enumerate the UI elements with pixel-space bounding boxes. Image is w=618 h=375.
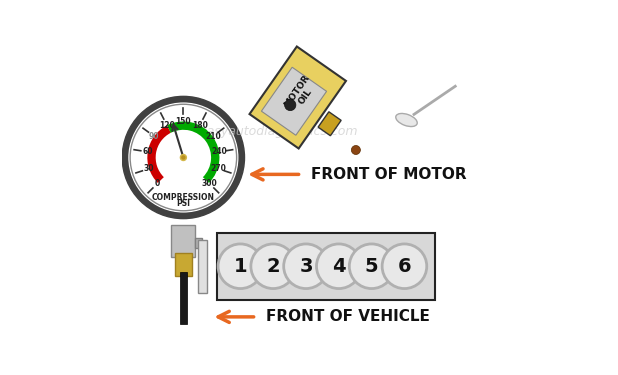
Circle shape: [349, 244, 394, 289]
Text: 210: 210: [205, 132, 221, 141]
Text: easyautodiagnostics.com: easyautodiagnostics.com: [200, 125, 358, 138]
FancyBboxPatch shape: [195, 238, 202, 248]
Text: 180: 180: [192, 121, 208, 130]
Circle shape: [218, 244, 263, 289]
FancyBboxPatch shape: [217, 232, 434, 300]
Text: 5: 5: [365, 257, 378, 276]
Text: 120: 120: [159, 121, 175, 130]
Circle shape: [352, 146, 360, 154]
Circle shape: [251, 244, 295, 289]
Text: 1: 1: [234, 257, 247, 276]
Text: FRONT OF MOTOR: FRONT OF MOTOR: [311, 167, 467, 182]
Text: COMPRESSION: COMPRESSION: [152, 193, 215, 202]
Text: 0: 0: [155, 179, 160, 188]
Text: 60: 60: [142, 147, 153, 156]
FancyBboxPatch shape: [175, 253, 192, 276]
Polygon shape: [250, 46, 346, 148]
Circle shape: [316, 244, 361, 289]
Text: 6: 6: [397, 257, 411, 276]
Text: 4: 4: [332, 257, 345, 276]
Circle shape: [180, 154, 187, 160]
Text: PSI: PSI: [176, 199, 190, 208]
Circle shape: [129, 103, 238, 212]
FancyBboxPatch shape: [171, 225, 195, 257]
Circle shape: [285, 99, 296, 111]
Circle shape: [122, 96, 245, 219]
Circle shape: [382, 244, 427, 289]
Text: 270: 270: [210, 164, 226, 173]
Polygon shape: [318, 112, 341, 136]
Text: MOTOR
OIL: MOTOR OIL: [283, 73, 320, 115]
FancyBboxPatch shape: [180, 272, 187, 324]
Text: 90: 90: [149, 132, 159, 141]
Polygon shape: [261, 67, 326, 135]
Ellipse shape: [396, 114, 417, 126]
Text: 3: 3: [299, 257, 313, 276]
Circle shape: [182, 156, 185, 159]
Text: 30: 30: [143, 164, 154, 173]
Text: FRONT OF VEHICLE: FRONT OF VEHICLE: [266, 309, 430, 324]
Text: 150: 150: [176, 117, 191, 126]
Text: 240: 240: [211, 147, 227, 156]
Text: 300: 300: [201, 179, 217, 188]
FancyBboxPatch shape: [198, 240, 207, 292]
Circle shape: [284, 244, 328, 289]
Text: 2: 2: [266, 257, 280, 276]
